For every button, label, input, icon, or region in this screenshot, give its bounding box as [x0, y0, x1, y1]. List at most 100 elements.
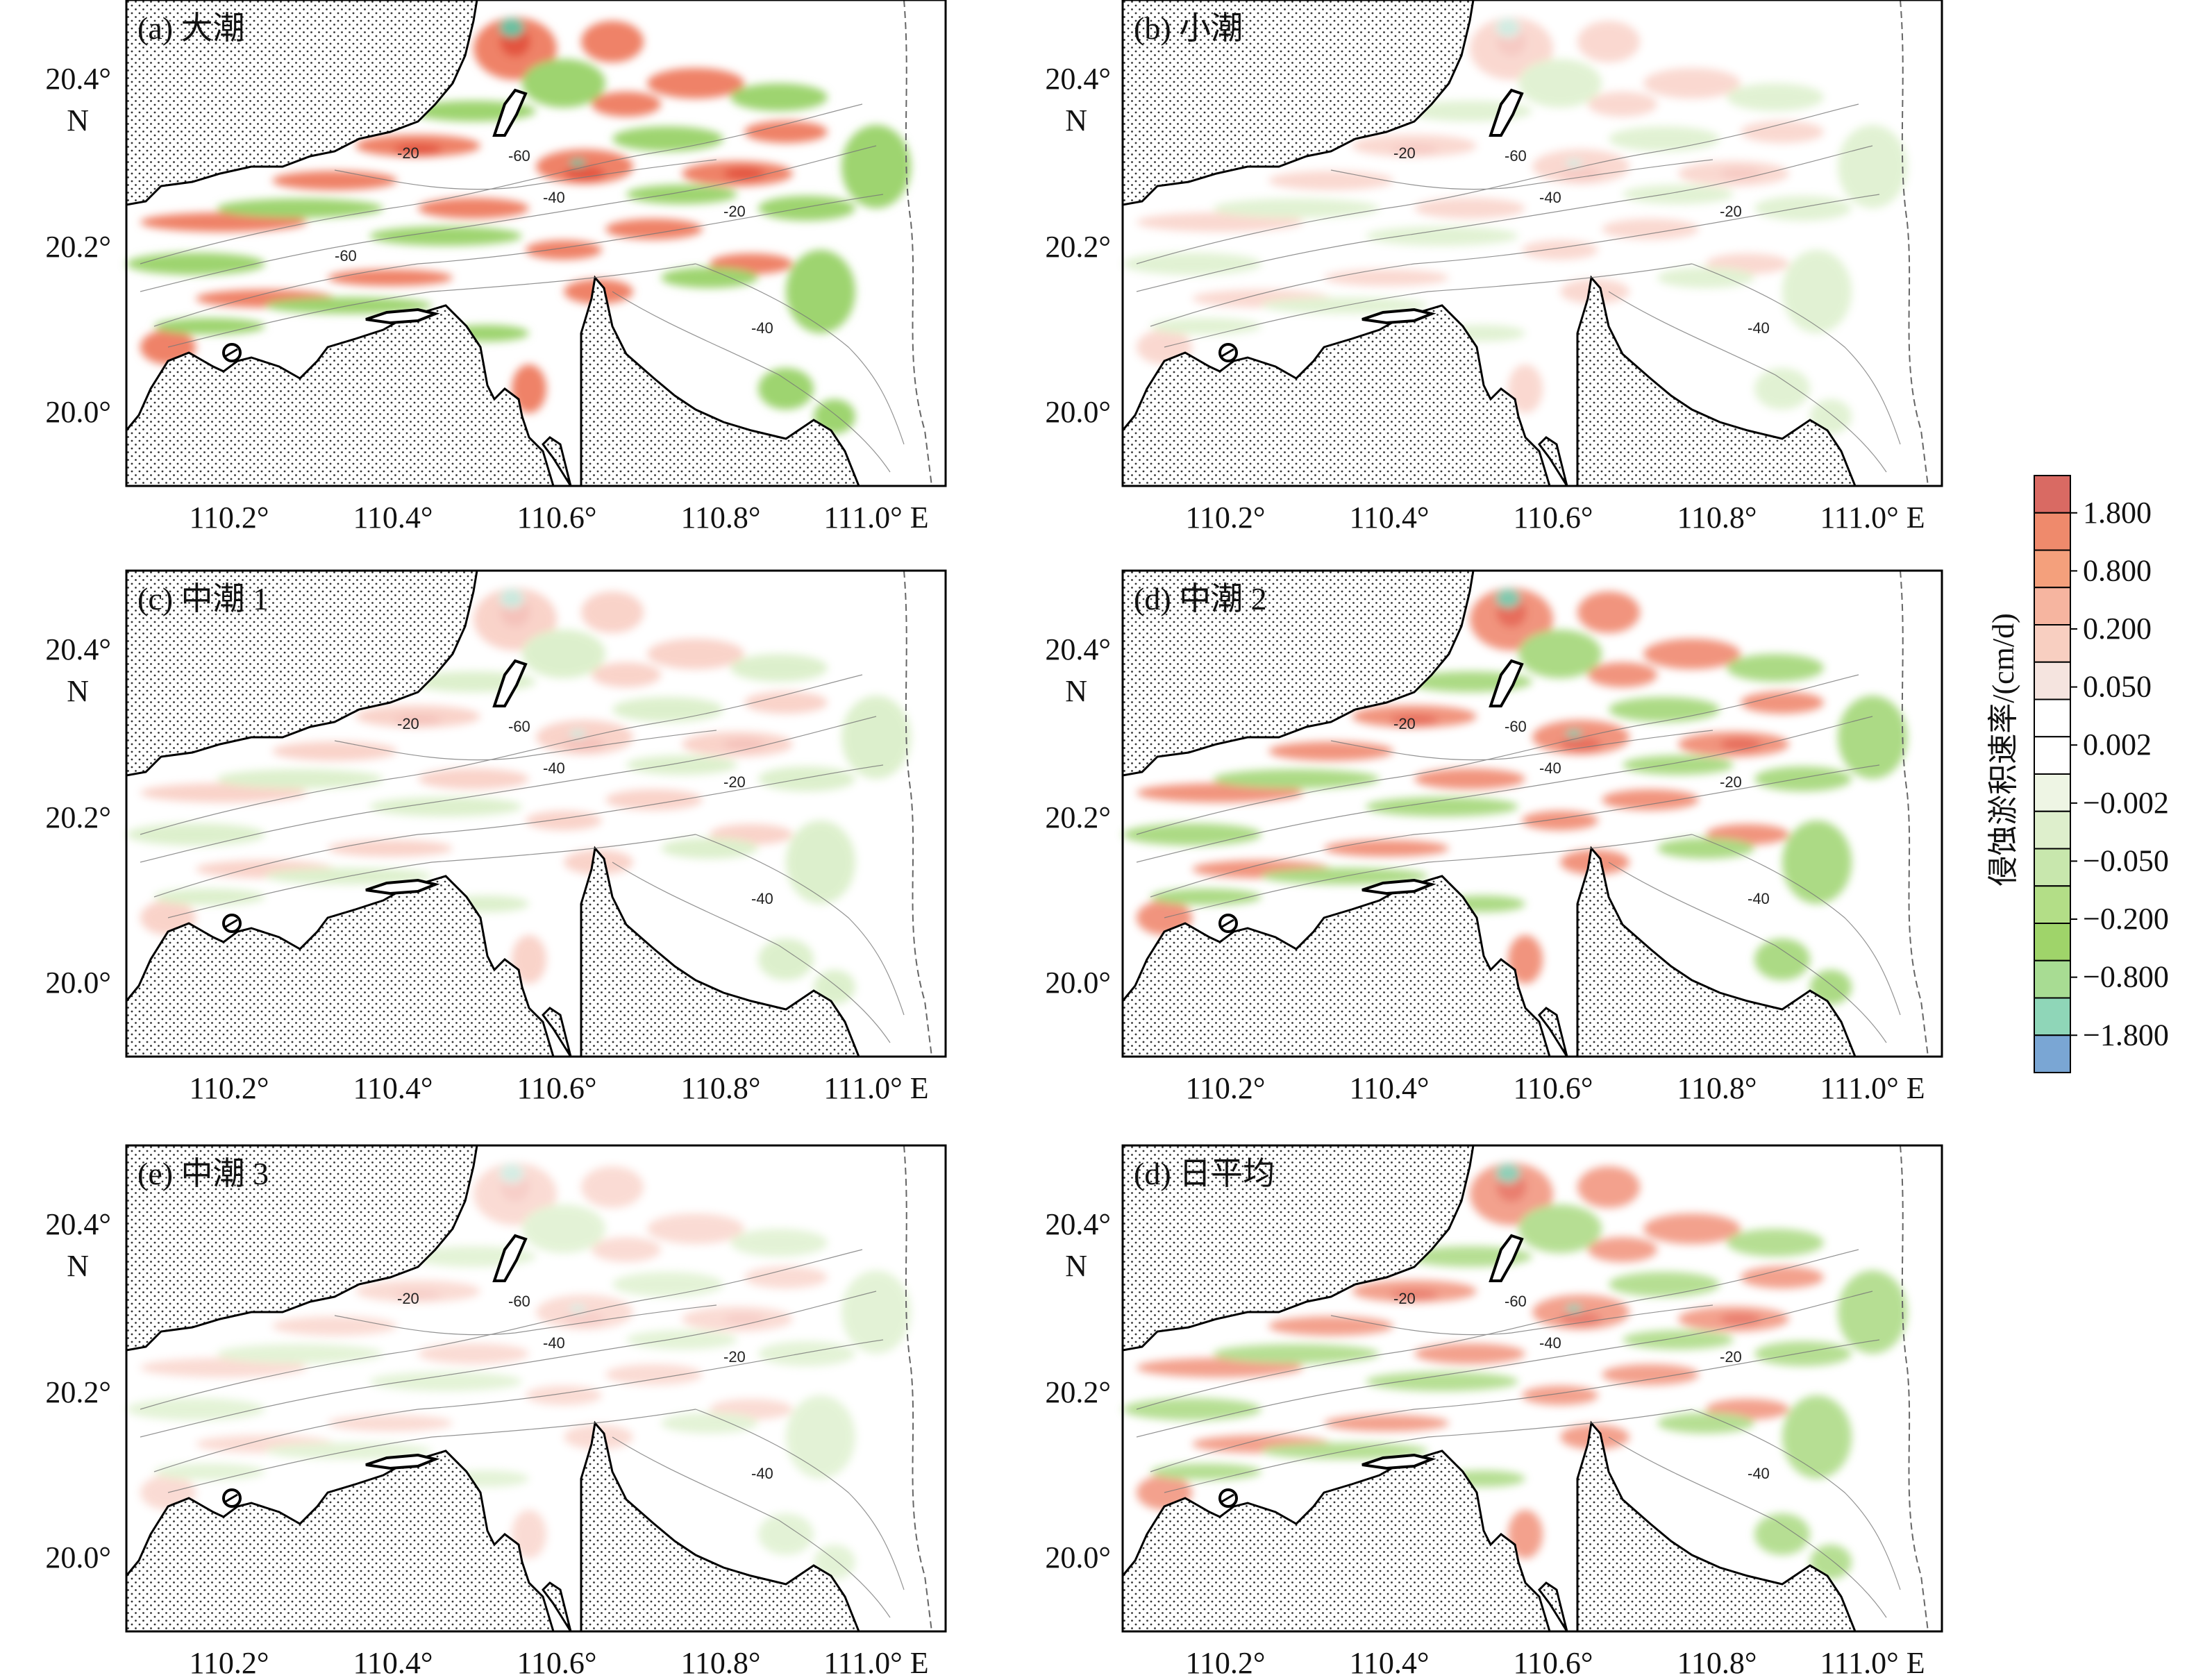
- contour-label: -40: [1748, 319, 1770, 337]
- contour-label: -20: [397, 715, 419, 732]
- colorbar-label: −0.050: [2083, 843, 2169, 877]
- x-tick-label: 110.4°: [353, 501, 433, 535]
- x-tick-label: 110.2°: [190, 1646, 269, 1680]
- contour-label: -40: [751, 890, 773, 907]
- contour-label: -40: [1748, 1465, 1770, 1482]
- y-tick-label: 20.2°: [1045, 1375, 1111, 1409]
- colorbar-swatches: [2034, 475, 2071, 1073]
- contour-label: -40: [1539, 759, 1561, 777]
- x-axis-row1-left: 110.2° 110.4° 110.6° 110.8° 111.0° E: [190, 501, 929, 535]
- x-axis-row1-right: 110.2° 110.4° 110.6° 110.8° 111.0° E: [1186, 501, 1925, 535]
- contour-label: -20: [1720, 203, 1742, 220]
- contour-label: -60: [1505, 718, 1527, 735]
- colorbar: 1.800 0.800 0.200 0.050 0.002 −0.002 −0.050 −0.…: [1986, 475, 2169, 1073]
- x-tick-label: 110.8°: [1677, 501, 1757, 535]
- colorbar-swatch: [2034, 549, 2071, 589]
- contour-label: -60: [335, 247, 357, 264]
- x-tick-label: 110.6°: [1514, 1646, 1593, 1680]
- colorbar-label: 0.200: [2083, 612, 2152, 646]
- x-tick-label: 110.8°: [1677, 1646, 1757, 1680]
- colorbar-swatch: [2034, 773, 2071, 812]
- colorbar-swatch: [2034, 587, 2071, 625]
- colorbar-swatch: [2034, 736, 2071, 775]
- y-tick-label: 20.2°: [45, 800, 111, 834]
- contour-label: -60: [1505, 1293, 1527, 1310]
- contour-label: -60: [508, 147, 530, 165]
- x-tick-label: 111.0° E: [823, 501, 928, 535]
- contour-label: -40: [751, 319, 773, 337]
- x-tick-label: 111.0° E: [1820, 1646, 1925, 1680]
- x-tick-label: 111.0° E: [823, 1071, 928, 1105]
- contour-label: -20: [397, 1290, 419, 1307]
- y-unit-label: N: [67, 1249, 89, 1283]
- contour-label: -20: [1393, 715, 1416, 732]
- y-tick-label: 20.0°: [45, 1540, 111, 1574]
- y-unit-label: N: [1065, 674, 1087, 708]
- x-tick-label: 111.0° E: [1820, 501, 1925, 535]
- colorbar-label: −0.002: [2083, 786, 2169, 820]
- x-tick-label: 110.6°: [1514, 1071, 1593, 1105]
- x-tick-label: 110.8°: [681, 1071, 761, 1105]
- panel-d: (d) 中潮 2 -20 -60 -40 -20 -40: [1121, 569, 1943, 1058]
- colorbar-label: 0.002: [2083, 728, 2152, 762]
- contour-label: -20: [723, 773, 746, 791]
- colorbar-swatch: [2034, 624, 2071, 663]
- y-tick-label: 20.4°: [45, 632, 111, 666]
- panel-e: (e) 中潮 3 -20 -60 -40 -20 -40: [125, 1144, 947, 1633]
- x-axis-row2-right: 110.2° 110.4° 110.6° 110.8° 111.0° E: [1186, 1071, 1925, 1105]
- y-tick-label: 20.0°: [45, 395, 111, 429]
- y-axis-right-row3: 20.4° N 20.2° 20.0°: [1045, 1207, 1111, 1574]
- colorbar-swatch: [2034, 512, 2071, 551]
- x-tick-label: 110.4°: [1350, 1071, 1430, 1105]
- panel-title: (d) 日平均: [1134, 1156, 1275, 1191]
- x-axis-row3-right: 110.2° 110.4° 110.6° 110.8° 111.0° E: [1186, 1646, 1925, 1680]
- x-tick-label: 110.6°: [1514, 501, 1593, 535]
- panel-f: (d) 日平均 -20 -60 -40 -20 -40: [1121, 1144, 1943, 1633]
- contour-label: -40: [1748, 890, 1770, 907]
- colorbar-swatch: [2034, 848, 2071, 887]
- y-axis-left-row1: 20.4° N 20.2° 20.0°: [45, 62, 111, 429]
- contour-label: -20: [1720, 773, 1742, 791]
- x-tick-label: 110.2°: [1186, 1646, 1266, 1680]
- y-tick-label: 20.4°: [45, 62, 111, 96]
- panel-title: (d) 中潮 2: [1134, 581, 1267, 616]
- y-tick-label: 20.2°: [1045, 230, 1111, 264]
- colorbar-label: −1.800: [2083, 1018, 2169, 1052]
- y-tick-label: 20.0°: [1045, 1540, 1111, 1574]
- colorbar-swatch: [2034, 698, 2071, 738]
- y-axis-right-row1: 20.4° N 20.2° 20.0°: [1045, 62, 1111, 429]
- y-tick-label: 20.0°: [1045, 395, 1111, 429]
- colorbar-swatch: [2034, 661, 2071, 700]
- colorbar-title: 侵蚀淤积速率/(cm/d): [1986, 613, 2020, 887]
- x-tick-label: 110.6°: [517, 1071, 597, 1105]
- x-axis-row2-left: 110.2° 110.4° 110.6° 110.8° 111.0° E: [190, 1071, 929, 1105]
- x-axis-row3-left: 110.2° 110.4° 110.6° 110.8° 111.0° E: [190, 1646, 929, 1680]
- contour-label: -40: [543, 759, 565, 777]
- colorbar-swatch: [2034, 810, 2071, 850]
- y-tick-label: 20.2°: [45, 1375, 111, 1409]
- y-axis-right-row2: 20.4° N 20.2° 20.0°: [1045, 632, 1111, 1000]
- colorbar-label: 1.800: [2083, 496, 2152, 530]
- y-tick-label: 20.4°: [1045, 62, 1111, 96]
- contour-label: -60: [1505, 147, 1527, 165]
- y-unit-label: N: [67, 674, 89, 708]
- panel-title: (b) 小潮: [1134, 10, 1243, 46]
- colorbar-label: 0.050: [2083, 670, 2152, 704]
- colorbar-labels: 1.800 0.800 0.200 0.050 0.002 −0.002 −0.050 −0.…: [2070, 496, 2169, 1052]
- contour-label: -40: [1539, 189, 1561, 206]
- contour-label: -40: [751, 1465, 773, 1482]
- y-tick-label: 20.0°: [1045, 966, 1111, 1000]
- contour-label: -20: [397, 144, 419, 162]
- y-tick-label: 20.4°: [45, 1207, 111, 1241]
- y-tick-label: 20.2°: [1045, 800, 1111, 834]
- contour-label: -60: [508, 718, 530, 735]
- x-tick-label: 110.8°: [681, 501, 761, 535]
- y-unit-label: N: [1065, 1249, 1087, 1283]
- x-tick-label: 110.2°: [1186, 501, 1266, 535]
- y-axis-left-row2: 20.4° N 20.2° 20.0°: [45, 632, 111, 1000]
- x-tick-label: 110.4°: [1350, 1646, 1430, 1680]
- contour-label: -40: [1539, 1334, 1561, 1352]
- colorbar-label: −0.200: [2083, 902, 2169, 936]
- panel-title: (a) 大潮: [137, 10, 245, 46]
